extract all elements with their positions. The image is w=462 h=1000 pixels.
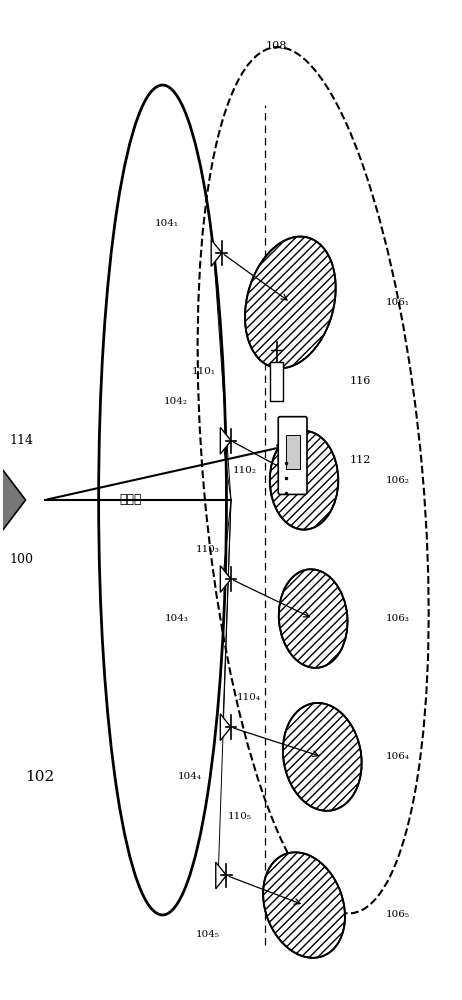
Text: 106₁: 106₁ [386, 298, 410, 307]
Ellipse shape [270, 431, 338, 530]
Text: 104₂: 104₂ [164, 397, 188, 406]
Text: 106₄: 106₄ [386, 752, 410, 761]
Polygon shape [216, 862, 226, 889]
Text: 102: 102 [24, 770, 54, 784]
Polygon shape [220, 714, 231, 741]
Text: 104₄: 104₄ [178, 772, 202, 781]
Text: 104₁: 104₁ [155, 219, 179, 228]
Text: 108: 108 [266, 41, 287, 51]
Text: 110₃: 110₃ [196, 545, 220, 554]
Ellipse shape [263, 852, 345, 958]
Text: 宏小区: 宏小区 [119, 493, 142, 506]
Polygon shape [220, 427, 231, 454]
Text: 112: 112 [350, 455, 371, 465]
FancyBboxPatch shape [278, 417, 307, 494]
Text: 110₂: 110₂ [233, 466, 257, 475]
Text: 106₅: 106₅ [386, 910, 410, 919]
Text: 106₂: 106₂ [386, 476, 410, 485]
Polygon shape [220, 566, 231, 592]
Text: 116: 116 [350, 376, 371, 386]
Bar [286, 435, 299, 469]
Ellipse shape [279, 569, 347, 668]
Text: 104₃: 104₃ [164, 614, 188, 623]
Polygon shape [0, 465, 25, 535]
Text: 100: 100 [9, 553, 33, 566]
Text: 110₄: 110₄ [237, 693, 261, 702]
Ellipse shape [245, 237, 336, 368]
Ellipse shape [283, 703, 362, 811]
Text: 110₅: 110₅ [228, 812, 252, 821]
Bar [270, 362, 284, 401]
Text: 110₁: 110₁ [192, 367, 216, 376]
Polygon shape [211, 240, 222, 266]
Text: 114: 114 [9, 434, 33, 447]
Text: 104₅: 104₅ [196, 930, 220, 939]
Text: 106₃: 106₃ [386, 614, 410, 623]
